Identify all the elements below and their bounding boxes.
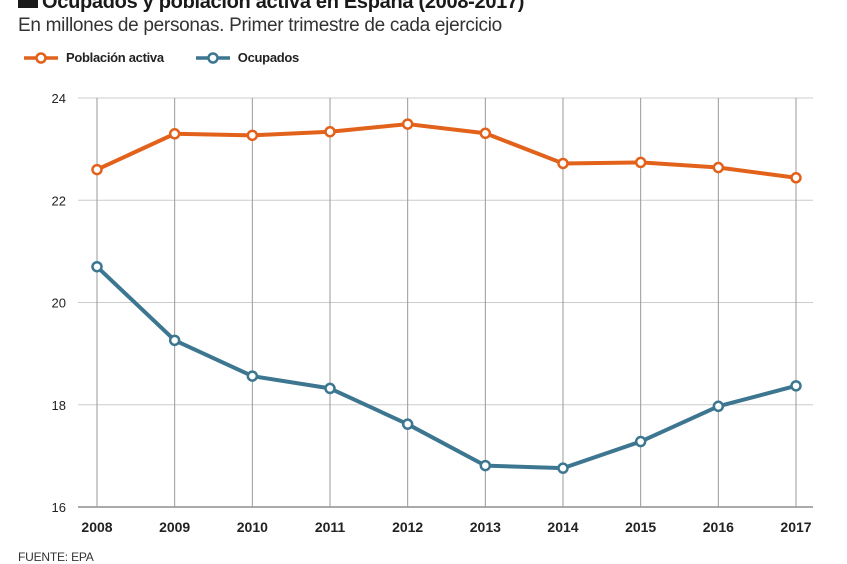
legend-line-marker-icon (195, 51, 230, 64)
legend-label: Población activa (66, 50, 164, 65)
legend-line-marker-icon (24, 51, 58, 64)
data-point (168, 334, 181, 347)
data-point (401, 118, 414, 130)
title-marker-icon (18, 0, 38, 8)
data-point (557, 462, 569, 474)
data-point (790, 172, 802, 184)
y-tick-label: 22 (52, 193, 66, 208)
data-point (712, 400, 725, 413)
x-tick-label: 2016 (703, 519, 734, 535)
y-tick-label: 18 (52, 398, 66, 413)
series-line-poblacion-activa (95, 122, 798, 180)
data-point (634, 435, 647, 448)
x-tick-label: 2010 (237, 519, 268, 535)
y-tick-label: 24 (52, 91, 66, 106)
source-note: FUENTE: EPA (18, 550, 94, 564)
data-point (324, 125, 336, 138)
data-point (168, 128, 181, 140)
data-point (91, 163, 103, 176)
x-tick-label: 2013 (470, 519, 501, 535)
y-tick-label: 20 (52, 296, 66, 311)
data-point (246, 129, 259, 142)
legend-item-poblacion-activa: Población activa (22, 50, 164, 65)
chart-subtitle: En millones de personas. Primer trimestr… (18, 15, 502, 36)
x-tick-label: 2015 (625, 519, 656, 535)
data-point (479, 459, 492, 472)
data-point (324, 382, 336, 395)
data-point (246, 370, 259, 382)
x-tick-label: 2014 (547, 519, 578, 535)
legend-item-ocupados: Ocupados (194, 50, 299, 65)
x-tick-label: 2009 (159, 519, 190, 535)
x-tick-label: 2011 (315, 519, 346, 535)
data-point (634, 156, 647, 169)
legend-label: Ocupados (237, 50, 299, 65)
title-row: Ocupados y población activa en España (2… (18, 0, 524, 13)
data-point (712, 161, 725, 174)
data-point (91, 260, 103, 273)
data-point (479, 127, 492, 140)
legend: Población activa Ocupados (22, 50, 299, 65)
data-point (557, 157, 569, 170)
data-point (401, 418, 414, 430)
y-tick-label: 16 (52, 500, 66, 515)
x-tick-label: 2017 (780, 519, 811, 535)
series-line-ocupados (95, 264, 798, 471)
chart-title: Ocupados y población activa en España (2… (42, 0, 525, 13)
x-tick-label: 2012 (392, 519, 423, 535)
data-point (790, 380, 802, 392)
x-tick-label: 2008 (81, 519, 112, 535)
